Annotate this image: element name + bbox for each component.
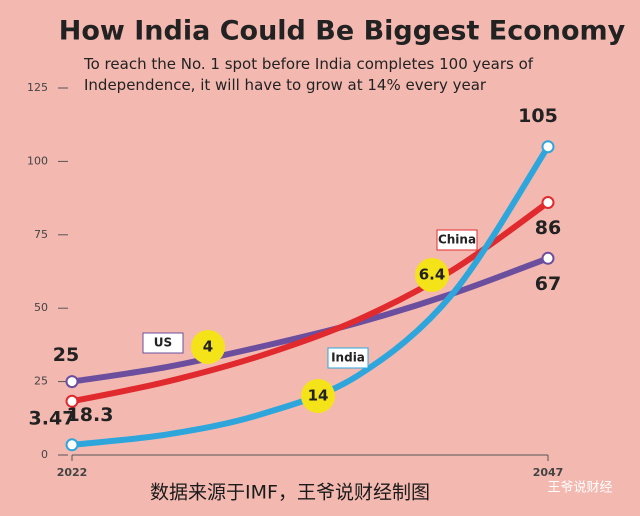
series-name-box [142,332,184,354]
value-label: 86 [535,217,561,239]
series-line [69,199,551,405]
value-label: 105 [518,105,558,127]
end-marker [541,251,555,265]
end-marker [65,394,79,408]
y-tick-label: 50 [34,301,48,314]
end-marker [541,196,555,210]
end-marker [65,438,79,452]
watermark: 王爷说财经 [547,481,612,496]
series-name-box [327,347,369,369]
y-tick-label: 0 [41,448,48,461]
y-tick-label: 25 [34,375,48,388]
growth-rate: 14 [308,387,329,405]
value-label: 18.3 [67,404,114,426]
value-label: 25 [53,344,79,366]
series-name: US [154,336,172,350]
value-label: 3.47 [29,407,76,429]
growth-badge [301,379,335,413]
value-label: 67 [535,273,561,295]
source-note: 数据来源于IMF，王爷说财经制图 [150,482,430,504]
growth-badge [191,330,225,364]
end-marker [541,140,555,154]
y-tick-label: 125 [27,81,48,94]
x-tick-label: 2022 [57,466,88,479]
growth-rate: 6.4 [419,266,446,284]
series-name: India [331,351,365,365]
y-tick-label: 100 [27,154,48,167]
series-name: China [438,233,476,247]
growth-badge [415,258,449,292]
growth-rate: 4 [203,338,213,356]
x-tick-label: 2047 [533,466,564,479]
series-line [69,143,551,448]
series-name-box [436,229,478,251]
chart-subtitle: To reach the No. 1 spot before India com… [84,55,534,94]
end-marker [65,375,79,389]
subtitle-box: To reach the No. 1 spot before India com… [84,55,534,94]
y-tick-label: 75 [34,228,48,241]
chart-title: How India Could Be Biggest Economy [59,16,626,47]
